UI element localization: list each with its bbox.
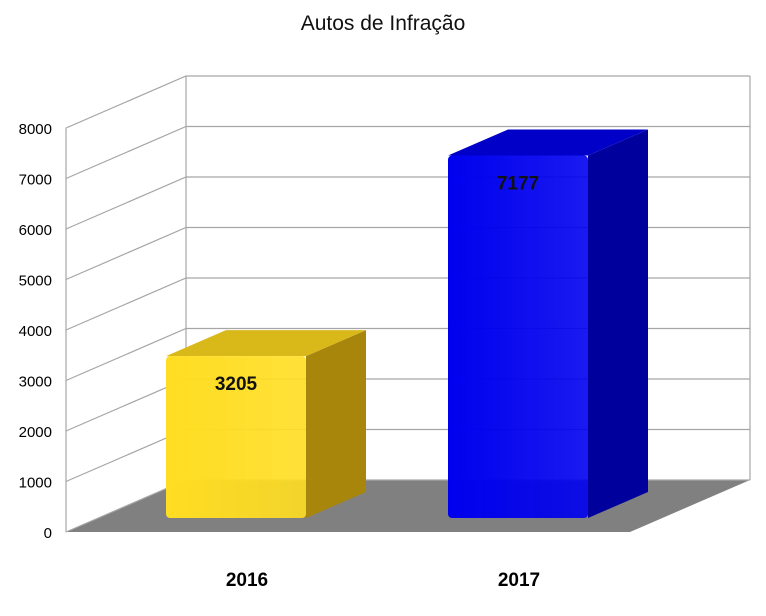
bar-top-face xyxy=(448,129,648,156)
bar-2016 xyxy=(166,330,366,518)
y-tick-label: 4000 xyxy=(19,323,52,340)
chart-title: Autos de Infração xyxy=(300,12,466,35)
gridline xyxy=(65,75,750,129)
y-tick-label: 5000 xyxy=(19,273,52,290)
x-category-label: 2016 xyxy=(226,570,268,591)
bar-front-face xyxy=(166,356,306,518)
y-tick-label: 8000 xyxy=(19,121,52,138)
y-tick-label: 2000 xyxy=(19,424,52,441)
y-tick-label: 0 xyxy=(44,525,52,542)
x-category-label: 2017 xyxy=(498,570,540,591)
bar-side-face xyxy=(306,330,366,518)
bar-top-face xyxy=(166,330,366,357)
bar-front-face xyxy=(448,155,588,518)
chart-labels: 0 1000 2000 3000 4000 5000 6000 7000 8000 3205 201… xyxy=(19,121,541,591)
y-tick-label: 7000 xyxy=(19,172,52,189)
data-label: 7177 xyxy=(497,174,539,195)
bar-side-face xyxy=(588,129,648,518)
y-tick-label: 3000 xyxy=(19,374,52,391)
data-label: 3205 xyxy=(215,374,258,395)
y-tick-label: 1000 xyxy=(19,475,52,492)
y-tick-label: 6000 xyxy=(19,222,52,239)
bar-2017 xyxy=(448,129,648,518)
chart-bars xyxy=(166,129,648,518)
